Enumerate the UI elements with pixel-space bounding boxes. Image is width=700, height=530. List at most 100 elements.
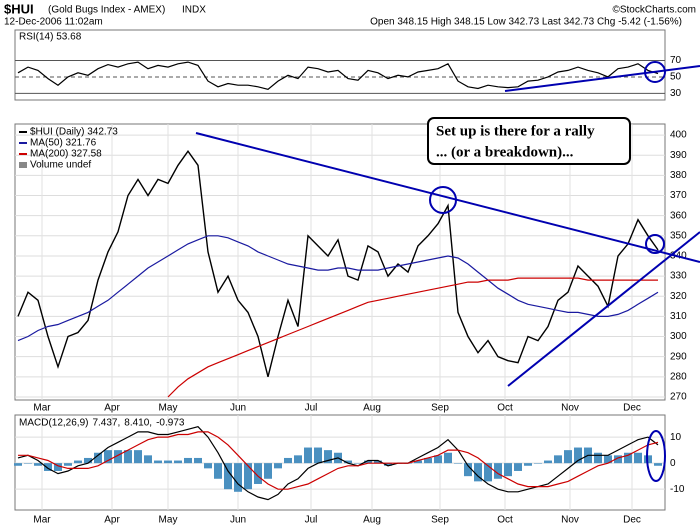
histogram-bar bbox=[14, 463, 22, 466]
y-tick-label: 290 bbox=[670, 351, 687, 362]
callout-text: Set up is there for a rally bbox=[436, 123, 595, 139]
histogram-bar bbox=[184, 457, 192, 464]
histogram-bar bbox=[124, 450, 132, 464]
histogram-bar bbox=[234, 463, 242, 492]
panel-label: 7.437, bbox=[92, 418, 120, 429]
x-tick-label: Sep bbox=[431, 515, 449, 526]
histogram-bar bbox=[244, 463, 252, 490]
histogram-bar bbox=[484, 463, 492, 482]
price-frame bbox=[14, 123, 666, 401]
histogram-bar bbox=[94, 452, 102, 464]
rsi-frame bbox=[14, 29, 666, 101]
histogram-bar bbox=[594, 452, 602, 464]
histogram-bar bbox=[554, 455, 562, 464]
callout: Set up is there for a rally ... (or a br… bbox=[427, 117, 631, 165]
histogram-bar bbox=[54, 463, 62, 471]
histogram-bar bbox=[174, 460, 182, 464]
index-name: (Gold Bugs Index - AMEX) bbox=[48, 5, 165, 16]
series-line bbox=[167, 277, 658, 398]
histogram-bar bbox=[314, 447, 322, 464]
histogram-bar bbox=[204, 463, 212, 469]
y-tick-label: 310 bbox=[670, 311, 687, 322]
histogram-bar bbox=[624, 452, 632, 464]
histogram-bar bbox=[84, 457, 92, 464]
y-tick-label: 300 bbox=[670, 331, 687, 342]
x-tick-label: Jul bbox=[305, 515, 318, 526]
x-tick-label: May bbox=[159, 403, 178, 414]
histogram-bar bbox=[214, 463, 222, 479]
x-tick-label: Jun bbox=[230, 515, 246, 526]
panel-label: -0.973 bbox=[156, 418, 185, 429]
trendline bbox=[507, 231, 700, 387]
trendline bbox=[504, 65, 700, 92]
legend-label: MA(50) 321.76 bbox=[30, 138, 97, 149]
histogram-bar bbox=[564, 450, 572, 464]
histogram-bar bbox=[534, 463, 542, 464]
histogram-bar bbox=[264, 463, 272, 479]
histogram-bar bbox=[294, 455, 302, 464]
histogram-bar bbox=[424, 457, 432, 464]
y-tick-label: 390 bbox=[670, 150, 687, 161]
callout-text: ... (or a breakdown)... bbox=[436, 144, 574, 160]
histogram-bar bbox=[194, 457, 202, 464]
x-tick-label: Aug bbox=[363, 515, 381, 526]
histogram-bar bbox=[434, 455, 442, 464]
series-line bbox=[17, 61, 659, 90]
histogram-bar bbox=[364, 460, 372, 464]
histogram-bar bbox=[34, 463, 42, 466]
histogram-bar bbox=[224, 463, 232, 490]
histogram-bar bbox=[254, 463, 262, 484]
y-tick-label: 30 bbox=[670, 88, 682, 99]
histogram-bar bbox=[304, 447, 312, 464]
x-tick-label: Apr bbox=[104, 403, 120, 414]
histogram-bar bbox=[504, 463, 512, 477]
histogram-bar bbox=[444, 452, 452, 464]
histogram-bar bbox=[134, 450, 142, 464]
histogram-bar bbox=[154, 460, 162, 464]
plots: 30 50 70 RSI(14) 53.68 270 280 290 300 310 320 330… bbox=[14, 32, 687, 526]
histogram-bar bbox=[514, 463, 522, 471]
y-tick-label: 320 bbox=[670, 291, 687, 302]
legend-label: Volume undef bbox=[30, 160, 91, 171]
x-tick-label: Jul bbox=[305, 403, 318, 414]
histogram-bar bbox=[464, 463, 472, 477]
panel-label: MACD(12,26,9) bbox=[19, 418, 88, 429]
x-tick-label: Sep bbox=[431, 403, 449, 414]
histogram-bar bbox=[24, 463, 32, 464]
histogram-bar bbox=[574, 447, 582, 464]
circle bbox=[645, 234, 665, 254]
histogram-bar bbox=[74, 460, 82, 464]
legend-swatch bbox=[19, 162, 27, 168]
histogram-bar bbox=[494, 463, 502, 479]
panel-label: RSI(14) 53.68 bbox=[19, 32, 82, 43]
histogram-bar bbox=[524, 463, 532, 466]
y-tick-label: 280 bbox=[670, 371, 687, 382]
histogram-bar bbox=[64, 463, 72, 466]
series-line bbox=[17, 235, 659, 342]
histogram-bar bbox=[284, 457, 292, 464]
panel-label: 8.410, bbox=[124, 418, 152, 429]
y-tick-label: 360 bbox=[670, 210, 687, 221]
series-line bbox=[17, 149, 659, 377]
histogram-bar bbox=[104, 450, 112, 464]
callout-box bbox=[427, 117, 631, 165]
y-tick-label: 400 bbox=[670, 130, 687, 141]
credit: ©StockCharts.com bbox=[612, 5, 696, 16]
histogram-bar bbox=[144, 455, 152, 464]
x-tick-label: Oct bbox=[497, 515, 513, 526]
legend-label: $HUI (Daily) 342.73 bbox=[30, 127, 118, 138]
symbol: $HUI bbox=[4, 1, 34, 16]
histogram-bar bbox=[454, 463, 462, 464]
x-tick-label: Nov bbox=[561, 515, 579, 526]
series-line bbox=[18, 431, 659, 490]
x-tick-label: Aug bbox=[363, 403, 381, 414]
legend-label: MA(200) 327.58 bbox=[30, 149, 102, 160]
x-tick-label: Dec bbox=[623, 403, 641, 414]
histogram-bar bbox=[634, 452, 642, 464]
y-tick-label: 50 bbox=[670, 72, 682, 83]
trendline bbox=[195, 132, 700, 263]
y-tick-label: 350 bbox=[670, 230, 687, 241]
y-tick-label: 70 bbox=[670, 55, 682, 66]
histogram-bar bbox=[324, 450, 332, 464]
